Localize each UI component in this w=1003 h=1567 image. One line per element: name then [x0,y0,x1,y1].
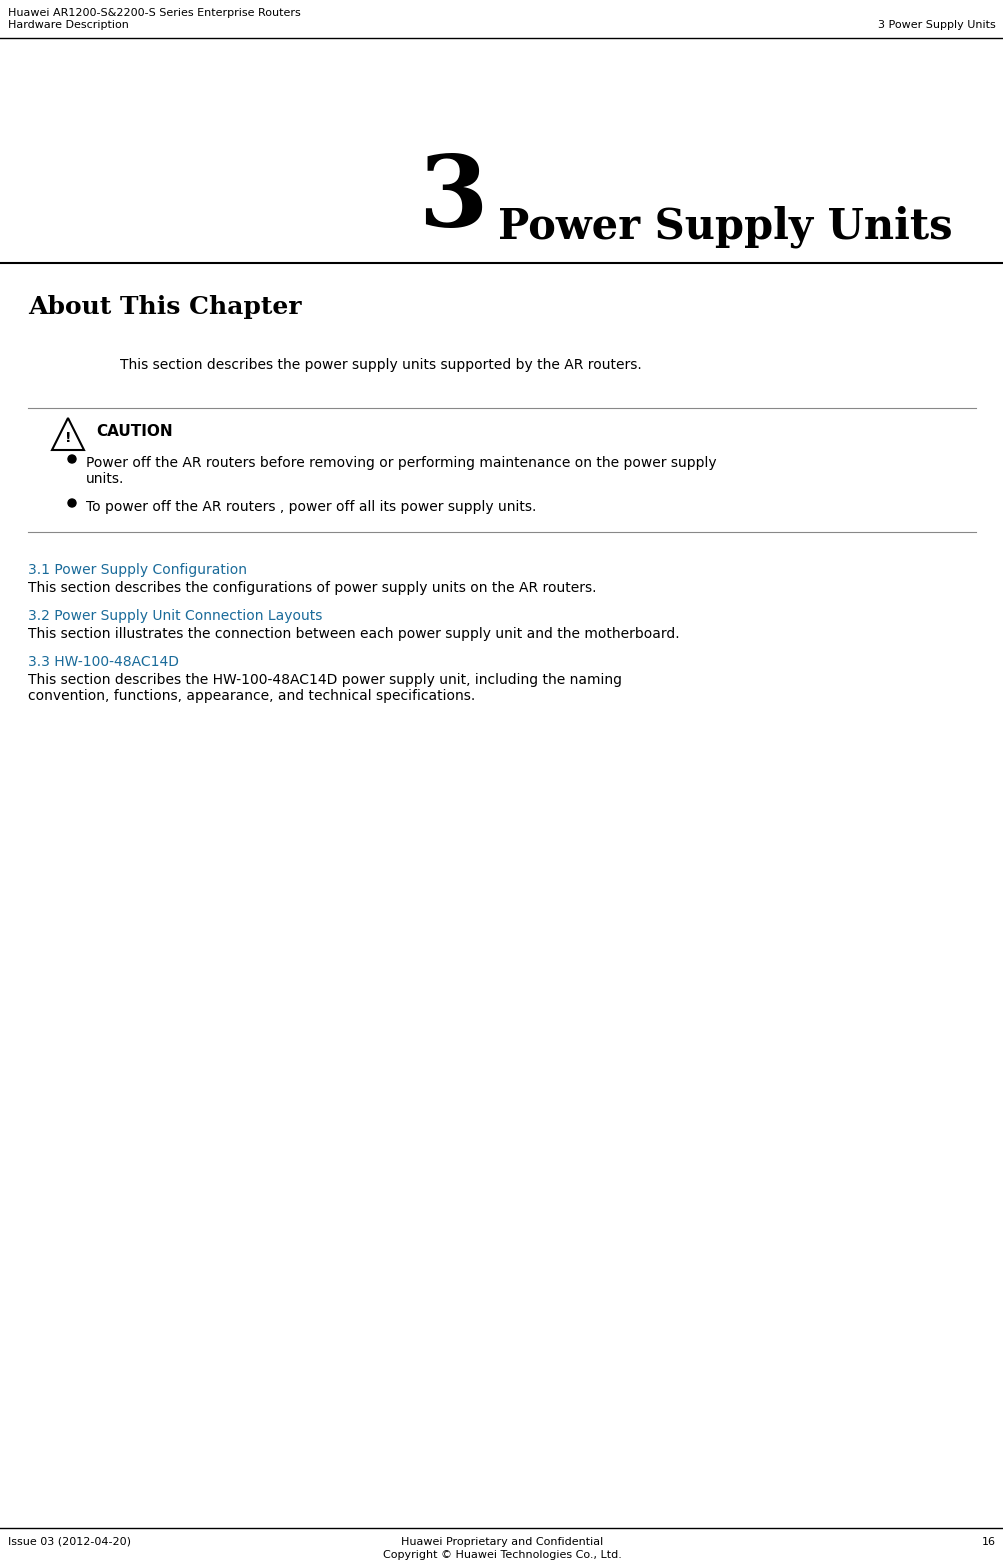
Text: Huawei Proprietary and Confidential: Huawei Proprietary and Confidential [400,1537,603,1547]
Text: About This Chapter: About This Chapter [28,295,301,320]
Text: Hardware Description: Hardware Description [8,20,128,30]
Text: This section illustrates the connection between each power supply unit and the m: This section illustrates the connection … [28,627,679,641]
Text: CAUTION: CAUTION [96,425,173,439]
Text: Power Supply Units: Power Supply Units [497,205,952,248]
Text: This section describes the configurations of power supply units on the AR router: This section describes the configuration… [28,581,596,595]
Text: 3.1 Power Supply Configuration: 3.1 Power Supply Configuration [28,563,247,577]
Text: Issue 03 (2012-04-20): Issue 03 (2012-04-20) [8,1537,130,1547]
Circle shape [68,454,76,462]
Text: 16: 16 [981,1537,995,1547]
Text: 3 Power Supply Units: 3 Power Supply Units [878,20,995,30]
Text: !: ! [64,431,71,445]
Text: 3.3 HW-100-48AC14D: 3.3 HW-100-48AC14D [28,655,179,669]
Text: To power off the AR routers , power off all its power supply units.: To power off the AR routers , power off … [86,500,536,514]
Text: Huawei AR1200-S&2200-S Series Enterprise Routers: Huawei AR1200-S&2200-S Series Enterprise… [8,8,301,17]
Text: 3: 3 [418,150,487,248]
Text: Power off the AR routers before removing or performing maintenance on the power : Power off the AR routers before removing… [86,456,716,486]
Text: This section describes the power supply units supported by the AR routers.: This section describes the power supply … [120,357,641,371]
Text: 3.2 Power Supply Unit Connection Layouts: 3.2 Power Supply Unit Connection Layouts [28,610,322,624]
Circle shape [68,498,76,508]
Text: This section describes the HW-100-48AC14D power supply unit, including the namin: This section describes the HW-100-48AC14… [28,672,622,704]
Text: Copyright © Huawei Technologies Co., Ltd.: Copyright © Huawei Technologies Co., Ltd… [382,1550,621,1561]
